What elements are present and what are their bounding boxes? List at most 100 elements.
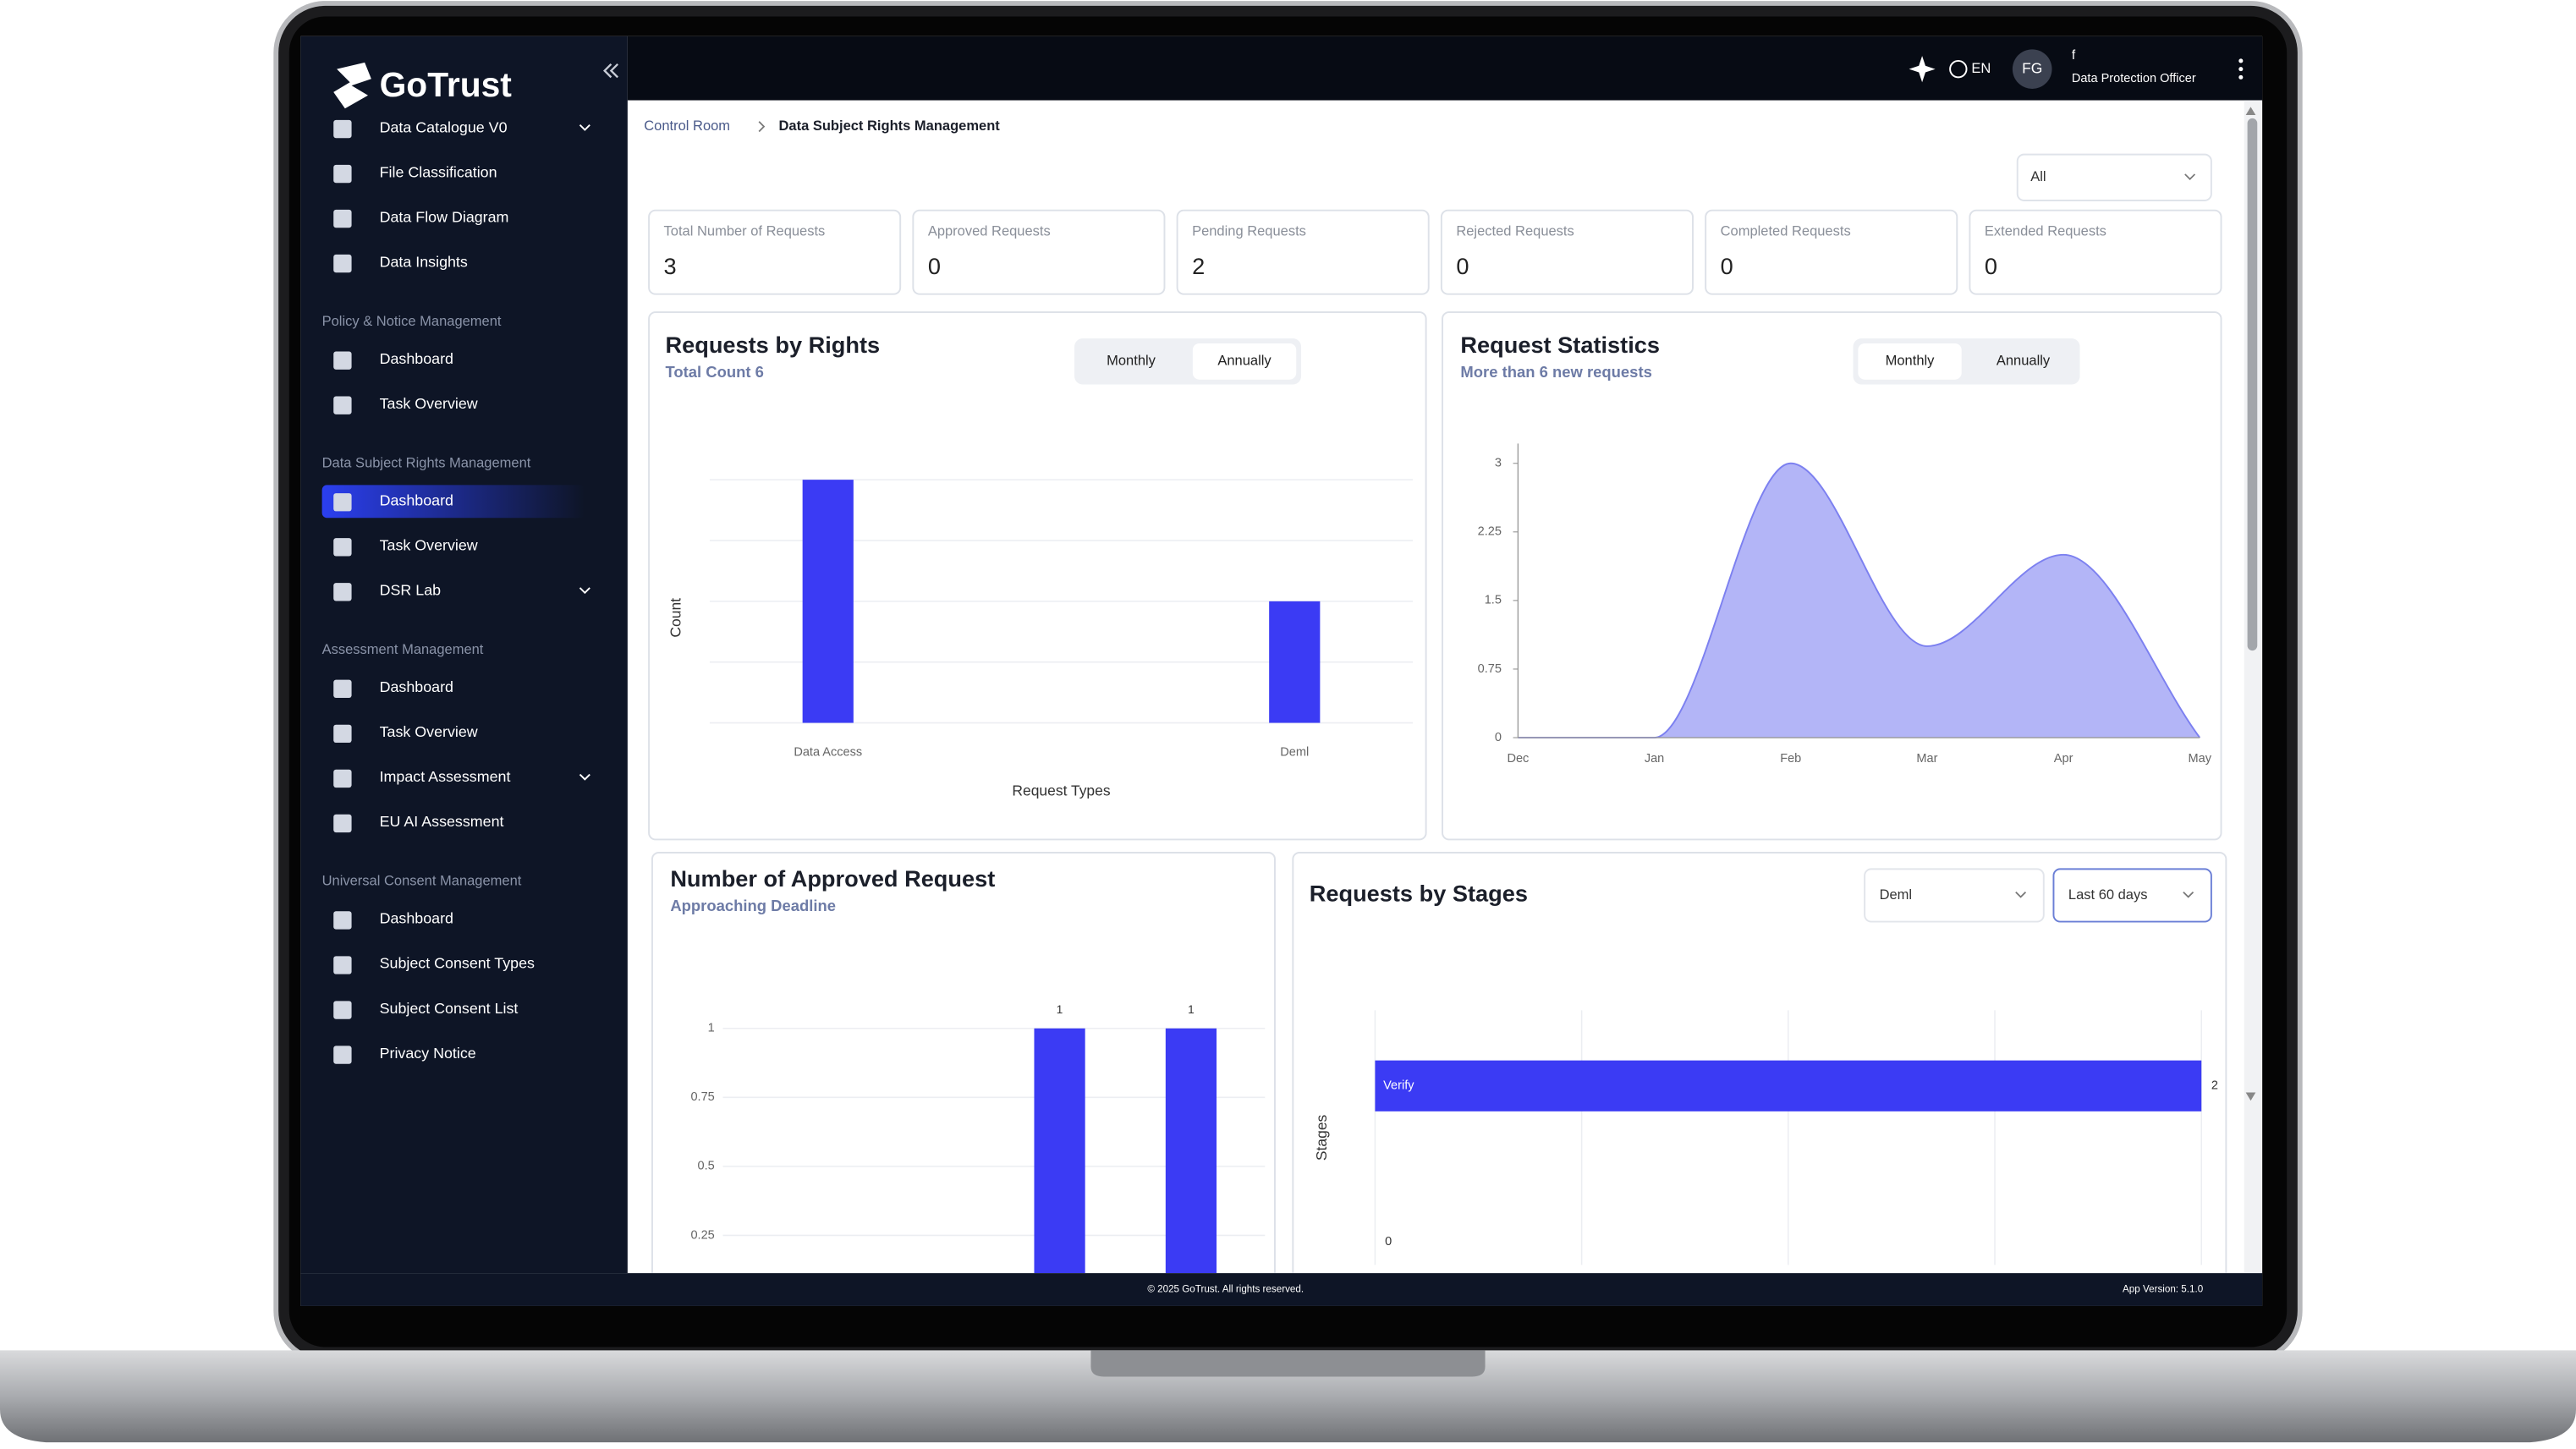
main: Control Room Data Subject Rights Managem…: [644, 118, 2227, 1274]
item-icon: [333, 814, 352, 833]
nav-item[interactable]: Task Overview: [380, 537, 478, 554]
filter-dropdown[interactable]: [1864, 868, 2045, 923]
nav-item[interactable]: Privacy Notice: [380, 1045, 476, 1062]
x-tick-label: Mar: [1916, 752, 1937, 766]
toggle-option[interactable]: Monthly: [1107, 354, 1156, 369]
y-tick-label: 3: [1495, 457, 1502, 470]
logo: GoTrust: [380, 65, 513, 104]
y-tick-label: 0: [1495, 731, 1502, 744]
nav-item[interactable]: Task Overview: [380, 395, 478, 412]
user-role: Data Protection Officer: [2072, 72, 2196, 85]
nav-item[interactable]: Data Flow Diagram: [380, 208, 509, 225]
item-icon: [333, 911, 352, 930]
header: EN FG f Data Protection Officer: [627, 36, 2263, 101]
laptop-notch: [1090, 1350, 1486, 1377]
ai-icon[interactable]: [1909, 56, 1936, 83]
bar: [1034, 1028, 1085, 1274]
collapse-button[interactable]: [602, 63, 619, 79]
breadcrumb-link[interactable]: Control Room: [644, 118, 730, 134]
stat-value: 2: [1192, 253, 1205, 279]
item-icon: [333, 679, 352, 699]
chart-subtitle: Approaching Deadline: [670, 897, 836, 914]
nav-item[interactable]: Dashboard: [380, 678, 453, 695]
nav-item[interactable]: Data Catalogue V0: [380, 118, 508, 135]
stat-card: [1705, 209, 1958, 295]
language[interactable]: EN: [1971, 61, 1991, 76]
breadcrumb-current: Data Subject Rights Management: [778, 118, 1000, 134]
y-axis-label: Stages: [1313, 1114, 1330, 1161]
nav-item[interactable]: Subject Consent List: [380, 1000, 519, 1017]
toggle-selected: [1858, 343, 1962, 380]
chart-title: Request Statistics: [1460, 332, 1660, 358]
nav-item[interactable]: File Classification: [380, 163, 497, 180]
nav-item[interactable]: Impact Assessment: [380, 768, 511, 785]
item-icon: [333, 254, 352, 273]
filter-dropdown[interactable]: [2052, 868, 2212, 923]
footer: © 2025 GoTrust. All rights reserved. App…: [300, 1273, 2263, 1306]
chart-panel: Number of Approved Request Approaching De…: [651, 852, 1276, 1274]
nav-item[interactable]: Dashboard: [380, 492, 453, 509]
chevron: [579, 773, 590, 781]
user-name: f: [2072, 48, 2076, 63]
breadcrumb-separator: [758, 121, 766, 133]
x-axis-label: Request Types: [1012, 782, 1110, 799]
area: [1518, 463, 2200, 738]
stat-label: Completed Requests: [1721, 223, 1851, 239]
toggle-option[interactable]: Monthly: [1886, 354, 1936, 369]
stat-card: [1969, 209, 2222, 295]
scroll-up[interactable]: [2245, 107, 2256, 116]
sidebar: GoTrust Data Catalogue V0 File Classifica…: [300, 36, 628, 1274]
nav-item[interactable]: Dashboard: [380, 910, 453, 927]
sidebar-bg: [300, 36, 628, 1274]
y-tick-label: 0.25: [690, 1228, 714, 1242]
scrollbar-thumb[interactable]: [2247, 118, 2258, 651]
item-icon: [333, 583, 352, 601]
nav-item[interactable]: Task Overview: [380, 723, 478, 740]
y-tick-label: 1: [708, 1022, 715, 1035]
chart-title: Requests by Stages: [1310, 881, 1528, 907]
item-icon: [333, 164, 352, 184]
stat-value: 0: [1985, 253, 1997, 279]
item-icon: [333, 956, 352, 974]
item-icon: [333, 769, 352, 788]
chart-panel: Requests by Rights Total Count 6 Monthly An…: [648, 311, 1427, 841]
chart-subtitle: Total Count 6: [665, 363, 763, 381]
nav-item[interactable]: EU AI Assessment: [380, 813, 504, 830]
chart-panel: Request Statistics More than 6 new reques…: [1442, 311, 2222, 841]
chart-title: Number of Approved Request: [670, 865, 995, 892]
value-label: 1: [1188, 1003, 1195, 1016]
section-title: Data Subject Rights Management: [322, 455, 531, 470]
toggle-option[interactable]: Annually: [1217, 354, 1272, 369]
value-label: 2: [2211, 1079, 2218, 1093]
toggle-selected: [1192, 343, 1297, 380]
menu-button[interactable]: [2238, 58, 2244, 80]
item-icon: [333, 351, 352, 370]
nav-item[interactable]: Data Insights: [380, 253, 468, 270]
toggle-option[interactable]: Annually: [1997, 354, 2051, 369]
filter-dropdown[interactable]: [2016, 153, 2212, 201]
avatar[interactable]: FG: [2022, 59, 2042, 76]
scroll-down[interactable]: [2245, 1092, 2256, 1101]
nav-item[interactable]: DSR Lab: [380, 582, 442, 599]
item-icon: [333, 724, 352, 744]
x-tick-label: Jan: [1645, 752, 1664, 766]
avatar-bg[interactable]: [2012, 49, 2052, 89]
nav-item[interactable]: Dashboard: [380, 350, 453, 367]
value-label: 1: [1057, 1003, 1063, 1016]
panel: [648, 311, 1427, 841]
bar: [1269, 601, 1321, 723]
value-label: 0: [1385, 1235, 1392, 1249]
chart-subtitle: More than 6 new requests: [1460, 363, 1651, 381]
item-icon: [333, 1001, 352, 1019]
nav-item[interactable]: Subject Consent Types: [380, 955, 535, 972]
logo-icon: [333, 62, 371, 109]
y-tick-label: 0.75: [690, 1090, 714, 1104]
item-icon: [333, 396, 352, 414]
item-icon: [333, 493, 352, 512]
globe-icon[interactable]: [1949, 59, 1968, 79]
chart-title: Requests by Rights: [665, 332, 880, 358]
x-tick-label: Feb: [1780, 752, 1801, 766]
chevron: [2015, 891, 2027, 898]
chevron: [579, 123, 590, 131]
